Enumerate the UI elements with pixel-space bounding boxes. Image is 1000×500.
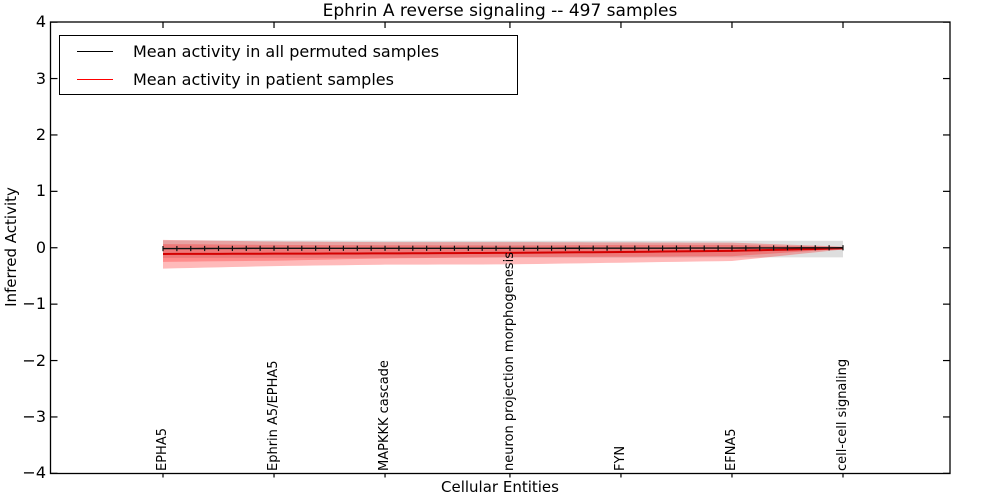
x-tick-label: Ephrin A5/EPHA5 [266, 360, 282, 471]
y-tick-label: 0 [35, 237, 46, 257]
y-tick-label: −2 [22, 350, 46, 370]
x-tick-label: EFNA5 [723, 428, 739, 471]
y-tick-label: 3 [35, 68, 46, 88]
legend: Mean activity in all permuted samples Me… [59, 35, 518, 95]
legend-item-permuted: Mean activity in all permuted samples [60, 38, 517, 64]
y-tick-label: −1 [22, 294, 46, 314]
x-axis-label: Cellular Entities [441, 478, 559, 496]
y-tick-label: 4 [35, 12, 46, 32]
y-tick-label: −4 [22, 463, 46, 483]
y-tick-label: 1 [35, 181, 46, 201]
x-tick-label: EPHA5 [155, 428, 170, 471]
y-tick-label: 2 [35, 124, 46, 144]
x-tick-label: cell-cell signaling [835, 358, 850, 471]
legend-line-black-icon [77, 50, 113, 52]
x-tick-label: MAPKKK cascade [377, 360, 393, 471]
legend-label-permuted: Mean activity in all permuted samples [133, 41, 440, 61]
y-tick-label: −3 [22, 406, 46, 426]
legend-line-red-icon [77, 78, 113, 80]
x-tick-label: neuron projection morphogenesis [501, 252, 517, 471]
patient-samples-std-outer-band [163, 239, 843, 269]
series-line-0 [162, 247, 844, 250]
series-line-1 [162, 247, 844, 255]
chart-title: Ephrin A reverse signaling -- 497 sample… [322, 1, 678, 21]
legend-item-patient: Mean activity in patient samples [60, 66, 517, 92]
legend-label-patient: Mean activity in patient samples [133, 69, 394, 89]
x-tick-label: FYN [612, 445, 628, 471]
